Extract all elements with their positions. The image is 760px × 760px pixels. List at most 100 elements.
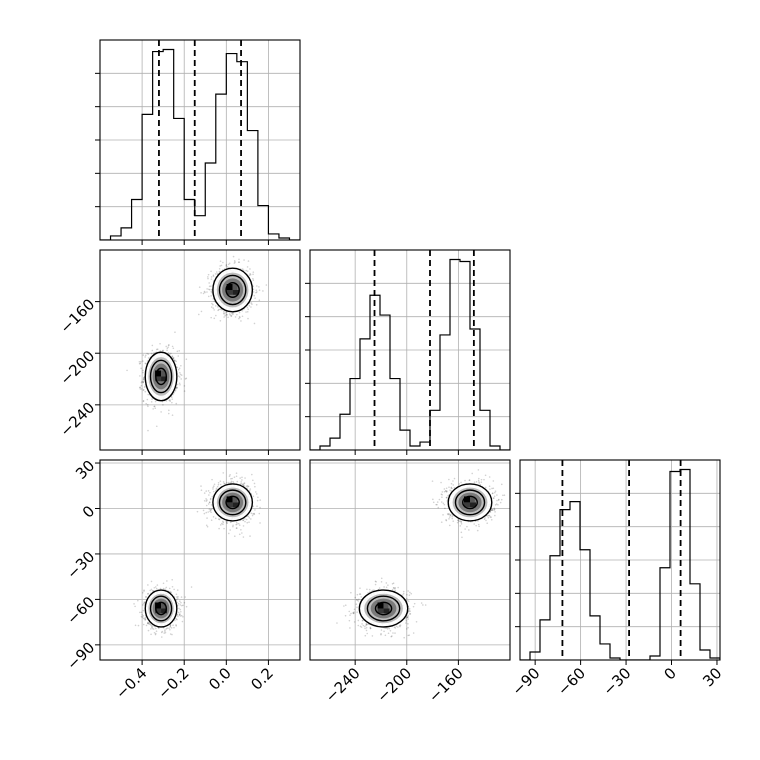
sample-point <box>169 399 171 401</box>
sample-point <box>142 381 145 384</box>
sample-point <box>478 481 480 483</box>
sample-point <box>247 515 250 518</box>
sample-point <box>149 623 151 625</box>
sample-point <box>146 404 149 406</box>
sample-point <box>151 344 154 347</box>
sample-point <box>143 590 145 592</box>
sample-point <box>258 512 261 515</box>
sample-point <box>493 509 496 511</box>
sample-point <box>366 623 368 626</box>
histogram-step <box>100 48 300 240</box>
sample-point <box>228 532 230 535</box>
sample-point <box>208 282 210 284</box>
sample-point <box>468 529 470 531</box>
sample-point <box>179 604 182 606</box>
sample-point <box>204 291 206 294</box>
sample-point <box>218 518 221 521</box>
sample-point <box>159 587 162 590</box>
sample-point <box>397 586 399 589</box>
sample-point <box>172 356 174 359</box>
sample-point <box>250 518 252 520</box>
sample-point <box>210 316 212 319</box>
sample-point <box>180 364 182 367</box>
sample-point <box>144 354 147 357</box>
sample-point <box>152 352 155 354</box>
sample-point <box>362 624 365 627</box>
sample-point <box>177 368 180 371</box>
sample-point <box>408 594 411 597</box>
sample-point <box>220 264 223 267</box>
panel-2-1: −240 −200 −160 <box>309 459 511 706</box>
sample-point <box>209 508 212 511</box>
sample-point <box>172 357 175 359</box>
sample-point <box>175 593 178 596</box>
sample-point <box>210 290 213 293</box>
density-peak-block <box>232 502 239 508</box>
sample-point <box>407 623 409 625</box>
sample-point <box>241 479 243 481</box>
sample-point <box>256 291 258 293</box>
sample-point <box>206 517 208 519</box>
density-peak-block <box>161 376 168 382</box>
sample-point <box>144 619 146 621</box>
sample-point <box>159 350 162 352</box>
sample-point <box>380 629 383 631</box>
sample-point <box>253 512 255 515</box>
sample-point <box>374 580 377 583</box>
sample-point <box>488 514 491 517</box>
sample-point <box>399 624 402 626</box>
sample-point <box>142 614 145 617</box>
sample-point <box>150 624 152 626</box>
sample-point <box>233 476 236 478</box>
sample-point <box>356 599 359 602</box>
sample-point <box>228 481 230 484</box>
panel-content <box>310 460 510 660</box>
sample-point <box>203 499 206 502</box>
sample-point <box>210 306 213 308</box>
sample-point <box>219 265 221 267</box>
sample-point <box>238 261 241 264</box>
panel-frame <box>99 459 301 661</box>
sample-point <box>413 602 416 605</box>
contour-line <box>225 282 240 298</box>
sample-point <box>490 518 493 521</box>
sample-point <box>206 291 208 293</box>
sample-point <box>151 349 154 352</box>
sample-point <box>232 481 234 483</box>
sample-point <box>223 482 225 485</box>
sample-point <box>210 508 213 511</box>
sample-point <box>145 596 148 598</box>
sample-point <box>175 386 178 389</box>
sample-point <box>477 469 480 471</box>
sample-point <box>141 388 143 390</box>
sample-point <box>179 600 181 602</box>
sample-point <box>360 626 363 628</box>
sample-point <box>226 522 228 525</box>
sample-point <box>252 505 255 508</box>
sample-point <box>233 260 236 262</box>
sample-point <box>167 352 170 354</box>
sample-point <box>238 258 240 261</box>
sample-point <box>349 627 351 629</box>
sample-point <box>176 350 179 353</box>
sample-point <box>200 310 203 313</box>
sample-point <box>415 620 418 623</box>
sample-point <box>178 614 181 617</box>
sample-point <box>175 360 178 363</box>
sample-point <box>167 412 170 415</box>
sample-point <box>212 303 214 306</box>
sample-point <box>208 288 211 291</box>
sample-point <box>245 485 248 488</box>
sample-point <box>176 387 178 389</box>
sample-point <box>407 616 409 618</box>
sample-point <box>236 313 238 316</box>
sample-point <box>178 607 180 610</box>
sample-point <box>235 523 237 526</box>
sample-point <box>154 400 157 403</box>
sample-point <box>215 314 217 317</box>
sample-point <box>408 607 411 610</box>
density-peak-block <box>161 608 168 614</box>
sample-point <box>154 632 157 635</box>
sample-point <box>142 400 145 402</box>
sample-point <box>142 378 145 381</box>
